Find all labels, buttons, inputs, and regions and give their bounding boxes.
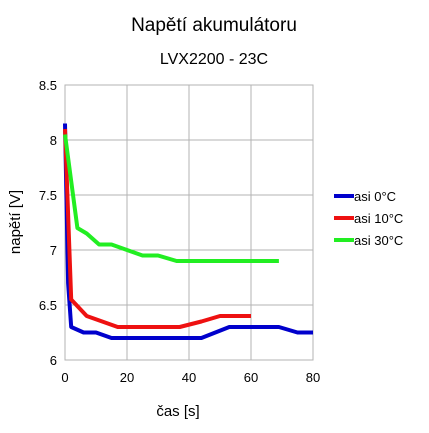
y-tick-label: 8.5 xyxy=(39,78,57,93)
y-tick-labels: 6 6.5 7 7.5 8 8.5 xyxy=(39,78,57,368)
series-line-1 xyxy=(63,128,251,329)
y-tick-label: 7.5 xyxy=(39,188,57,203)
x-tick-label: 0 xyxy=(61,370,68,385)
series-lines xyxy=(63,123,313,340)
legend-label: asi 0°C xyxy=(354,189,396,204)
legend-label: asi 10°C xyxy=(354,211,403,226)
y-axis-label: napětí [V] xyxy=(7,190,24,254)
chart-subtitle: LVX2200 - 23C xyxy=(160,51,268,68)
legend: asi 0°C asi 10°C asi 30°C xyxy=(334,189,403,248)
chart-title: Napětí akumulátoru xyxy=(131,15,297,36)
x-tick-label: 20 xyxy=(120,370,134,385)
x-tick-label: 80 xyxy=(306,370,320,385)
series-line-0 xyxy=(63,123,313,340)
y-tick-label: 6 xyxy=(50,353,57,368)
x-tick-label: 60 xyxy=(244,370,258,385)
series-line-2 xyxy=(63,134,279,263)
y-tick-label: 7 xyxy=(50,243,57,258)
x-tick-label: 40 xyxy=(182,370,196,385)
y-tick-label: 6.5 xyxy=(39,298,57,313)
y-tick-label: 8 xyxy=(50,133,57,148)
x-tick-labels: 0 20 40 60 80 xyxy=(61,370,320,385)
legend-label: asi 30°C xyxy=(354,233,403,248)
x-axis-label: čas [s] xyxy=(156,403,199,420)
